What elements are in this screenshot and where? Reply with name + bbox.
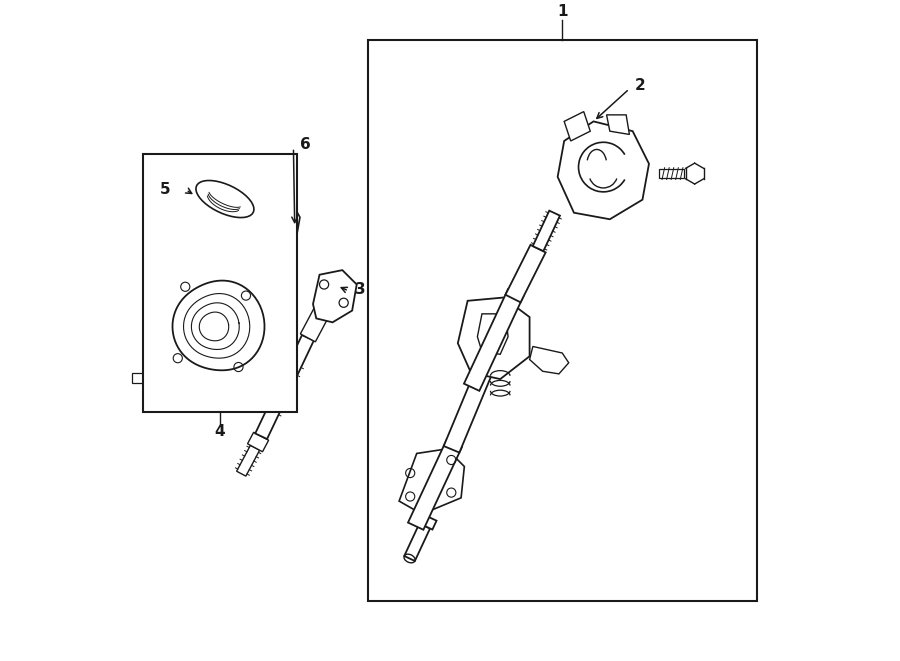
Text: 2: 2: [634, 78, 645, 93]
Text: 5: 5: [159, 182, 170, 198]
Polygon shape: [199, 320, 212, 330]
Polygon shape: [190, 321, 212, 342]
Polygon shape: [417, 514, 436, 529]
Polygon shape: [219, 293, 230, 304]
Bar: [143, 154, 297, 412]
Polygon shape: [558, 122, 649, 219]
Polygon shape: [150, 351, 186, 394]
Text: 6: 6: [300, 137, 310, 152]
Polygon shape: [659, 169, 684, 178]
Polygon shape: [238, 241, 270, 278]
Polygon shape: [399, 449, 464, 514]
Polygon shape: [256, 335, 314, 439]
Polygon shape: [219, 282, 240, 302]
Polygon shape: [209, 307, 220, 317]
Polygon shape: [132, 373, 143, 383]
Bar: [368, 40, 757, 601]
Polygon shape: [313, 270, 356, 323]
Polygon shape: [464, 289, 524, 391]
Polygon shape: [607, 115, 629, 134]
Polygon shape: [506, 245, 545, 302]
Polygon shape: [237, 446, 259, 476]
Polygon shape: [408, 440, 462, 529]
Polygon shape: [173, 281, 265, 370]
Polygon shape: [529, 346, 569, 374]
Polygon shape: [564, 112, 590, 141]
Polygon shape: [199, 308, 220, 329]
Polygon shape: [444, 351, 499, 453]
Polygon shape: [477, 314, 508, 354]
Text: 3: 3: [356, 282, 366, 297]
Text: 4: 4: [214, 424, 225, 439]
Polygon shape: [228, 280, 240, 291]
Polygon shape: [458, 297, 529, 379]
Polygon shape: [248, 432, 268, 451]
Polygon shape: [209, 295, 230, 315]
Polygon shape: [301, 305, 330, 342]
Polygon shape: [196, 180, 254, 217]
Polygon shape: [533, 211, 560, 251]
Polygon shape: [228, 268, 249, 289]
Polygon shape: [404, 524, 430, 561]
Polygon shape: [175, 335, 200, 364]
Polygon shape: [257, 226, 282, 251]
Polygon shape: [267, 206, 300, 240]
Text: 1: 1: [557, 4, 568, 19]
